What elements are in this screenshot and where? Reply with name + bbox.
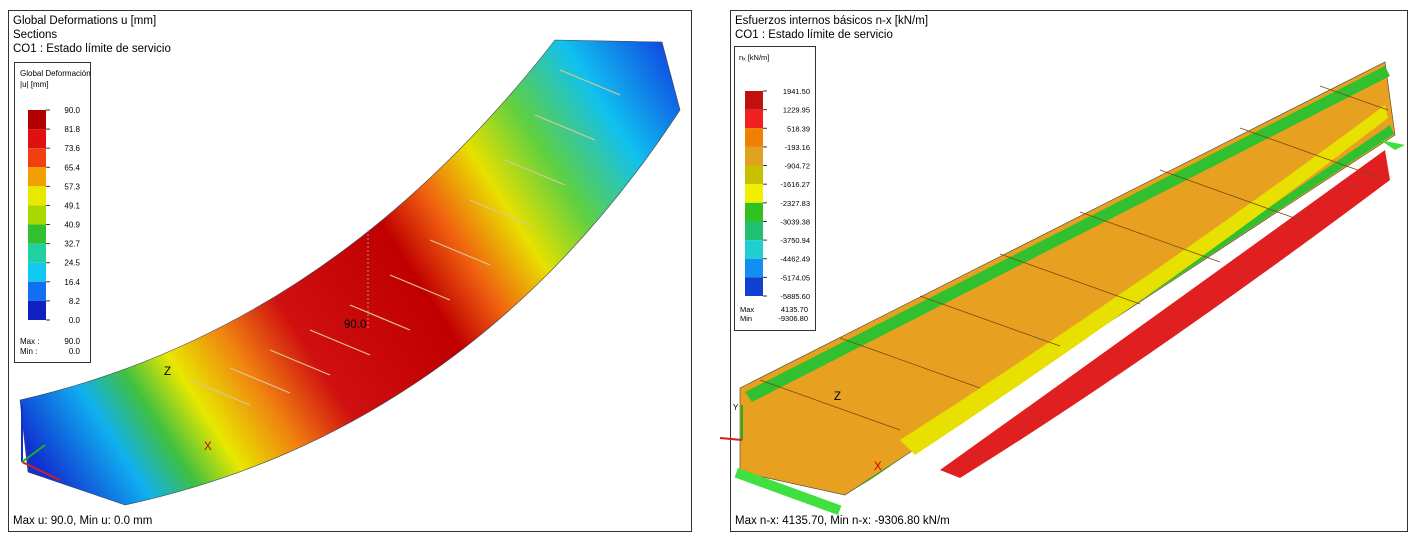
legend-min-value: -9306.80: [778, 314, 808, 323]
deformed-model: [19, 39, 681, 506]
legend-label: 16.4: [64, 278, 80, 287]
legend-label: -2327.83: [780, 199, 810, 208]
status-footer: Max u: 90.0, Min u: 0.0 mm: [13, 515, 152, 527]
legend-label: 81.8: [64, 125, 80, 134]
legend-swatch: [28, 129, 46, 149]
legend-swatch: [28, 262, 46, 282]
legend-label: -5885.60: [780, 292, 810, 301]
legend-label: 1229.95: [783, 106, 810, 115]
legend-swatch: [28, 300, 46, 320]
legend-swatch: [745, 146, 763, 166]
legend-scale: 1941.50 1229.95 518.39 -193.16 -904.72 -1616.…: [745, 87, 810, 301]
axis-triad: [719, 405, 743, 441]
legend-label: 518.39: [787, 124, 810, 133]
legend-swatch: [745, 277, 763, 296]
stress-band: [900, 105, 1388, 455]
legend-box: [14, 62, 91, 363]
legend-max-label: Max :: [20, 337, 40, 346]
support: [734, 467, 842, 516]
axis-label: Z: [164, 366, 171, 378]
legend-label: 8.2: [69, 297, 81, 306]
legend-title: Global Deformación: [20, 69, 91, 78]
section-ribs: [759, 85, 1389, 431]
legend-label: 57.3: [64, 182, 80, 191]
support: [1380, 140, 1405, 150]
legend-swatch: [745, 109, 763, 129]
legend-swatch: [745, 91, 763, 110]
legend-swatch: [28, 243, 46, 263]
legend-label: 73.6: [64, 144, 80, 153]
status-footer: Max n-x: 4135.70, Min n-x: -9306.80 kN/m: [735, 515, 950, 527]
edge-stripe: [745, 66, 1390, 402]
legend-max-value: 4135.70: [781, 305, 808, 314]
panel-subtitle: Sections: [13, 29, 57, 41]
legend-swatch: [745, 221, 763, 241]
legend-label: 0.0: [69, 316, 81, 325]
max-annotation: 90.0: [344, 319, 366, 331]
axis-label: X: [204, 441, 212, 453]
legend-swatch: [745, 240, 763, 259]
legend-swatch: [745, 165, 763, 185]
legend-title: |u| [mm]: [20, 80, 49, 89]
legend-swatch: [745, 128, 763, 147]
axis-label: Y: [733, 403, 739, 412]
legend-label: -1616.27: [780, 180, 810, 189]
legend-title: nₓ [kN/m]: [739, 53, 769, 62]
legend-label: 40.9: [64, 221, 80, 230]
load-case: CO1 : Estado límite de servicio: [13, 43, 171, 55]
legend-label: 24.5: [64, 259, 80, 268]
legend-min-label: Min: [740, 314, 752, 323]
legend-max-value: 90.0: [64, 337, 80, 346]
legend-min-label: Min :: [20, 347, 37, 356]
legend-label: -5174.05: [780, 273, 810, 282]
legend-label: 90.0: [64, 106, 80, 115]
legend-swatch: [28, 167, 46, 187]
legend-swatch: [28, 110, 46, 130]
legend-swatch: [28, 148, 46, 168]
legend-label: -193.16: [785, 143, 810, 152]
legend-swatch: [28, 186, 46, 206]
panel-title: Esfuerzos internos básicos n-x [kN/m]: [735, 15, 928, 27]
legend-label: -904.72: [785, 162, 810, 171]
legend-label: -4462.49: [780, 255, 810, 264]
legend-label: 65.4: [64, 163, 80, 172]
legend-max-label: Max: [740, 305, 754, 314]
section-ribs: [189, 69, 621, 406]
legend-swatch: [745, 258, 763, 278]
legend-swatch: [28, 281, 46, 301]
tension-zone: [940, 150, 1390, 478]
legend-swatch: [28, 224, 46, 244]
panel-title: Global Deformations u [mm]: [13, 15, 156, 27]
axis-label: Z: [834, 391, 841, 403]
load-case: CO1 : Estado límite de servicio: [735, 29, 893, 41]
legend-label: 1941.50: [783, 87, 810, 96]
legend-label: 49.1: [64, 201, 80, 210]
legend-label: 32.7: [64, 240, 80, 249]
axis-label: X: [874, 461, 882, 473]
legend-min-value: 0.0: [69, 347, 81, 356]
legend-label: -3750.94: [780, 236, 810, 245]
legend-swatch: [745, 184, 763, 203]
axis-triad: [21, 405, 61, 481]
legend-scale: 90.0 81.8 73.6 65.4 57.3 49.1 40.9 32.7 24.5 16.4…: [28, 106, 81, 325]
legend-swatch: [28, 205, 46, 225]
legend-label: -3039.38: [780, 217, 810, 226]
legend-swatch: [745, 202, 763, 222]
